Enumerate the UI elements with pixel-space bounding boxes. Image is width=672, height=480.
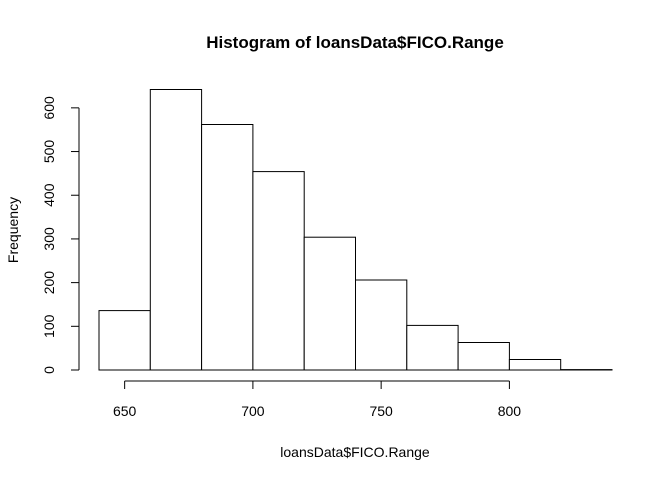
x-tick-label: 750 <box>369 403 393 419</box>
x-axis: 650 700 750 800 <box>113 380 522 419</box>
y-tick-label: 100 <box>41 314 57 338</box>
y-tick-label: 300 <box>41 227 57 251</box>
histogram-bar-760-780 <box>406 324 459 371</box>
histogram-bar-640-660 <box>98 310 151 371</box>
x-tick-label: 650 <box>113 403 137 419</box>
x-tick-label: 800 <box>498 403 522 419</box>
y-axis-label: Frequency <box>5 197 21 263</box>
x-tick-label: 700 <box>241 403 265 419</box>
histogram-bar-740-760 <box>355 279 408 371</box>
y-tick-label: 500 <box>41 140 57 164</box>
y-tick-label: 600 <box>41 96 57 120</box>
histogram-bar-780-800 <box>457 342 510 371</box>
y-tick-label: 400 <box>41 183 57 207</box>
chart-title: Histogram of loansData$FICO.Range <box>206 33 504 52</box>
histogram-bar-800-820 <box>508 359 562 371</box>
histogram-bar-700-720 <box>252 171 305 371</box>
y-axis: 0 100 200 300 400 500 600 <box>41 96 80 374</box>
histogram-bar-660-680 <box>149 89 203 371</box>
bars-group <box>98 89 613 371</box>
y-tick-label: 200 <box>41 271 57 295</box>
histogram-bar-680-700 <box>201 124 254 371</box>
x-axis-label: loansData$FICO.Range <box>280 444 430 460</box>
y-tick-label: 0 <box>41 366 57 374</box>
histogram-bar-720-740 <box>303 236 357 371</box>
